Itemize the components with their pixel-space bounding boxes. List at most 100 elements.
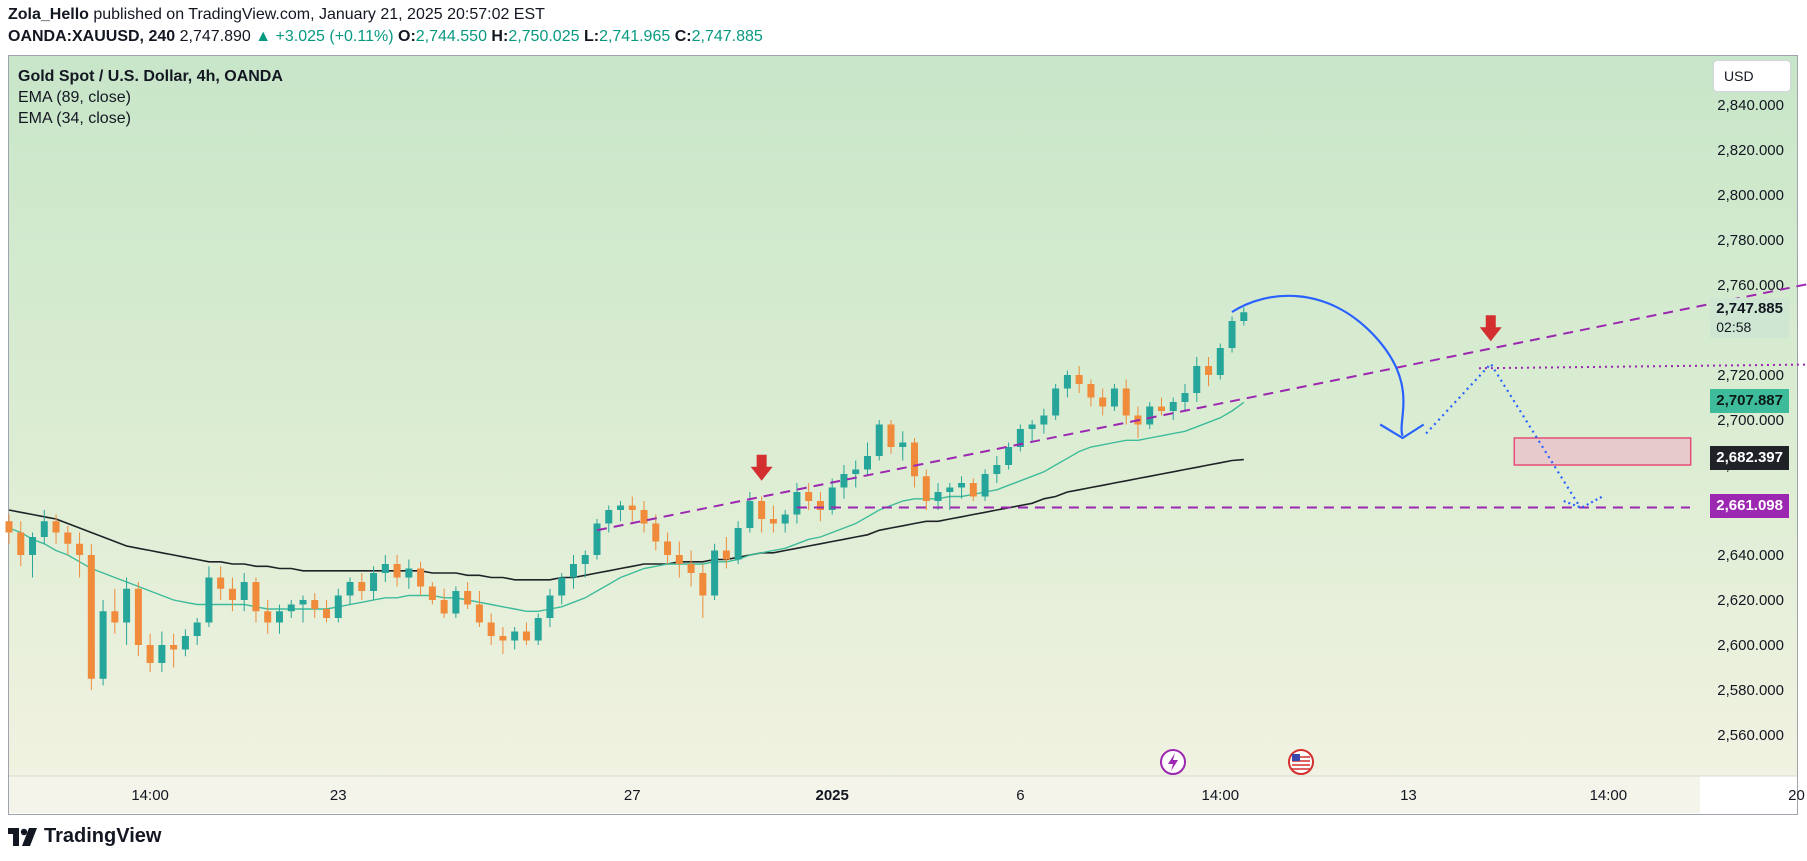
- candle-body: [1205, 366, 1213, 375]
- candle-body: [1240, 312, 1248, 321]
- candle-body: [52, 521, 60, 533]
- candle-body: [628, 505, 636, 510]
- candle-body: [440, 600, 448, 614]
- candle-body: [1157, 406, 1165, 411]
- candle-body: [781, 514, 789, 524]
- candle-body: [922, 476, 930, 501]
- symbol-info: OANDA:XAUUSD, 240 2,747.890 ▲ +3.025 (+0…: [8, 28, 763, 46]
- candle-body: [1122, 388, 1130, 416]
- candle-body: [511, 631, 519, 641]
- candle-body: [146, 645, 154, 663]
- candle-body: [252, 582, 260, 612]
- candle-body: [581, 555, 589, 564]
- time-tick-label: 14:00: [1590, 787, 1628, 804]
- high-value: 2,750.025: [508, 28, 580, 45]
- candle-body: [993, 465, 1001, 474]
- candle-body: [1075, 375, 1083, 384]
- brand-name: TradingView: [44, 825, 162, 847]
- candle-body: [205, 577, 213, 623]
- time-tick-label: 20: [1788, 787, 1805, 804]
- tradingview-logo[interactable]: TradingView: [8, 825, 161, 848]
- candle-body: [617, 505, 625, 510]
- published-text: published on TradingView.com, January 21…: [93, 6, 545, 23]
- projection-arrowhead: [1379, 423, 1425, 440]
- candle-body: [158, 645, 166, 663]
- ema89-legend[interactable]: EMA (89, close): [18, 89, 131, 106]
- ema34-legend[interactable]: EMA (34, close): [18, 110, 131, 127]
- countdown: 02:58: [1716, 319, 1752, 335]
- flag-canton: [1292, 754, 1300, 761]
- candle-body: [228, 588, 236, 600]
- candle-body: [40, 521, 48, 537]
- candle-body: [769, 519, 777, 524]
- flag-event-circle: [1288, 749, 1314, 775]
- candle-body: [675, 555, 683, 564]
- resistance-down-arrow-icon: [1479, 315, 1502, 342]
- candle-body: [1040, 415, 1048, 425]
- candle-body: [805, 492, 813, 501]
- last-price: 2,747.890: [179, 28, 251, 45]
- candle-body: [217, 577, 225, 589]
- candle-body: [240, 582, 248, 600]
- candle-body: [793, 492, 801, 515]
- candle-body: [181, 636, 189, 650]
- candle-body: [852, 469, 860, 474]
- candle-body: [946, 487, 954, 492]
- candle-body: [381, 564, 389, 573]
- candle-body: [1016, 429, 1024, 447]
- candle-body: [487, 622, 495, 636]
- candle-body: [969, 483, 977, 497]
- candle-body: [405, 568, 413, 578]
- ema89-price-label: 2,682.397: [1710, 446, 1789, 470]
- resistance-dotted-line: [1478, 363, 1807, 370]
- time-tick-label: 27: [624, 787, 641, 804]
- candle-body: [452, 591, 460, 614]
- candle-body: [64, 532, 72, 544]
- ema34-price-label: 2,707.887: [1710, 389, 1789, 413]
- time-tick-label: 14:00: [131, 787, 169, 804]
- candle-body: [370, 573, 378, 591]
- candle-body: [875, 424, 883, 456]
- low-value: 2,741.965: [599, 28, 671, 45]
- close-value: 2,747.885: [691, 28, 763, 45]
- candle-body: [1005, 447, 1013, 465]
- up-arrow-icon: ▲: [255, 28, 272, 45]
- candle-body: [934, 492, 942, 501]
- time-tick-label: 2025: [816, 787, 849, 804]
- candle-body: [346, 582, 354, 596]
- candle-body: [593, 523, 601, 555]
- candle-body: [546, 595, 554, 618]
- plot-background: [9, 56, 1700, 776]
- candle-body: [264, 611, 272, 623]
- high-label: H:: [491, 28, 509, 45]
- candle-body: [687, 564, 695, 573]
- close-label: C:: [674, 28, 692, 45]
- candle-body: [475, 604, 483, 623]
- candle-body: [17, 532, 25, 555]
- support-price-label: 2,661.098: [1710, 494, 1789, 518]
- candle-body: [734, 528, 742, 560]
- price-tick-label: 2,600.000: [1717, 637, 1784, 654]
- author-name[interactable]: Zola_Hello: [8, 6, 89, 23]
- candle-body: [1181, 393, 1189, 402]
- resistance-down-arrow-icon: [750, 454, 773, 481]
- candle-body: [1063, 375, 1071, 389]
- price-tick-label: 2,780.000: [1717, 232, 1784, 249]
- symbol-name: OANDA:XAUUSD, 240: [8, 28, 176, 45]
- candle-body: [1146, 406, 1154, 425]
- candle-body: [1169, 402, 1177, 411]
- currency-button[interactable]: USD: [1713, 60, 1791, 92]
- candle-body: [911, 442, 919, 477]
- price-tick-label: 2,800.000: [1717, 187, 1784, 204]
- chart-legend: Gold Spot / U.S. Dollar, 4h, OANDA EMA (…: [18, 66, 283, 129]
- tradingview-icon: [8, 827, 37, 846]
- candle-body: [393, 564, 401, 578]
- lightning-event-icon: [1160, 749, 1186, 775]
- candle-body: [840, 474, 848, 488]
- candle-body: [605, 510, 613, 524]
- candle-body: [111, 611, 119, 623]
- lightning-bolt: [1168, 753, 1178, 771]
- time-tick-label: 13: [1400, 787, 1417, 804]
- candle-body: [99, 611, 107, 679]
